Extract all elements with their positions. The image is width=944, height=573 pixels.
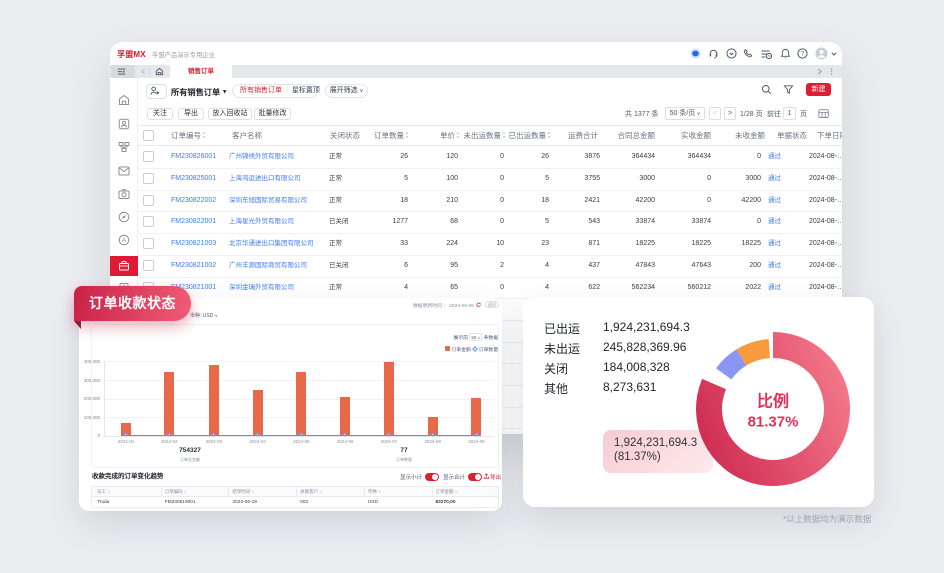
svg-text:?: ? [801,52,805,58]
svg-text:81.37%: 81.37% [748,414,799,431]
svg-text:A: A [122,238,126,244]
svg-text:比例: 比例 [757,392,789,411]
